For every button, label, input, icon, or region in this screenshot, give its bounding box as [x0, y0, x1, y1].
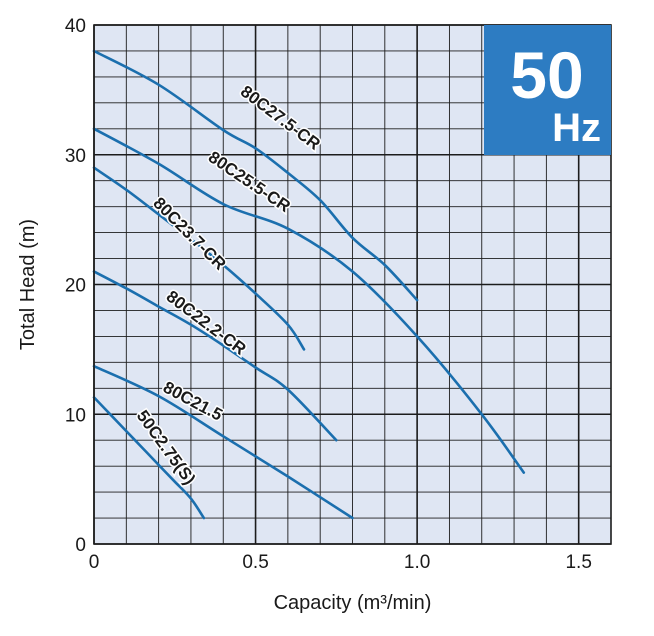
y-tick-label: 20: [65, 276, 86, 297]
y-tick-label: 30: [65, 146, 86, 167]
x-axis-label: Capacity (m³/min): [274, 592, 432, 614]
y-axis-label: Total Head (m): [17, 219, 39, 350]
y-tick-label: 40: [65, 16, 86, 37]
frequency-badge-background: [484, 25, 611, 155]
x-axis-ticks: 0 0.5 1.0 1.5: [89, 552, 592, 573]
y-tick-label: 0: [75, 535, 86, 556]
frequency-badge-value: 50: [510, 38, 583, 112]
x-tick-label: 1.0: [404, 552, 430, 573]
plot-frame: [93, 24, 612, 545]
curve-80c22-2-cr: [92, 270, 338, 442]
curve-50c2-75-s: [92, 396, 206, 520]
x-tick-label: 0.5: [242, 552, 268, 573]
curve-80c23-7-cr: [92, 166, 306, 351]
x-tick-label: 0: [89, 552, 100, 573]
curve-80c25-5-cr: [92, 127, 526, 474]
curve-80c21-5: [92, 364, 354, 520]
frequency-badge-unit: Hz: [552, 106, 601, 150]
curves: [92, 49, 526, 520]
x-tick-label: 1.5: [565, 552, 591, 573]
frequency-badge: 50 Hz: [484, 25, 611, 155]
y-tick-label: 10: [65, 405, 86, 426]
curve-80c27-5-cr: [92, 49, 419, 302]
y-axis-ticks: 0 10 20 30 40: [65, 16, 86, 556]
